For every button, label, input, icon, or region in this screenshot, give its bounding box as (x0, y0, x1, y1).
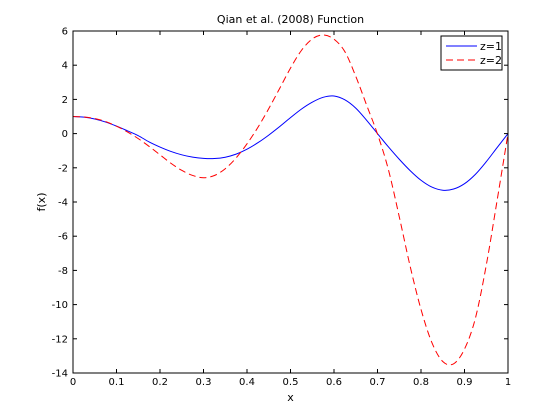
y-tick-label: 2 (62, 95, 68, 106)
x-tick-label: 0.6 (326, 377, 342, 388)
series-line-1 (72, 34, 509, 366)
ticks-layer: 0 0.1 0.2 0.3 0.4 0.5 0.6 0.7 0.8 0.9 1 -14 -12 -10 -8… (52, 27, 512, 389)
y-tick-label: 4 (62, 61, 68, 72)
y-tick-label: -4 (58, 198, 68, 209)
legend: z=1 z=2 (440, 35, 503, 71)
y-tick-label: -10 (52, 300, 68, 311)
y-tick-label: -8 (58, 266, 68, 277)
series-layer (72, 34, 509, 366)
y-tick-label: 6 (62, 27, 68, 38)
series-line-0 (72, 95, 509, 191)
x-tick-label: 0.8 (413, 377, 429, 388)
y-tick-label: 0 (62, 129, 68, 140)
x-tick-label: 1 (505, 377, 511, 388)
x-tick-label: 0.5 (283, 377, 299, 388)
x-axis-label: x (287, 391, 294, 404)
legend-label-z2: z=2 (480, 54, 502, 67)
y-axis-label: f(x) (35, 193, 48, 212)
x-tick-label: 0.2 (152, 377, 168, 388)
x-tick-label: 0 (70, 377, 76, 388)
y-tick-label: -2 (58, 163, 68, 174)
y-tick-label: -6 (58, 232, 68, 243)
x-tick-label: 0.4 (239, 377, 255, 388)
x-tick-label: 0.9 (457, 377, 473, 388)
legend-label-z1: z=1 (480, 40, 502, 53)
y-tick-label: -12 (52, 334, 68, 345)
x-tick-label: 0.1 (109, 377, 125, 388)
y-tick-label: -14 (52, 369, 68, 380)
chart-title: Qian et al. (2008) Function (217, 13, 364, 26)
x-tick-label: 0.7 (370, 377, 386, 388)
x-tick-label: 0.3 (196, 377, 212, 388)
plot-area (73, 31, 508, 373)
legend-box (440, 35, 503, 71)
